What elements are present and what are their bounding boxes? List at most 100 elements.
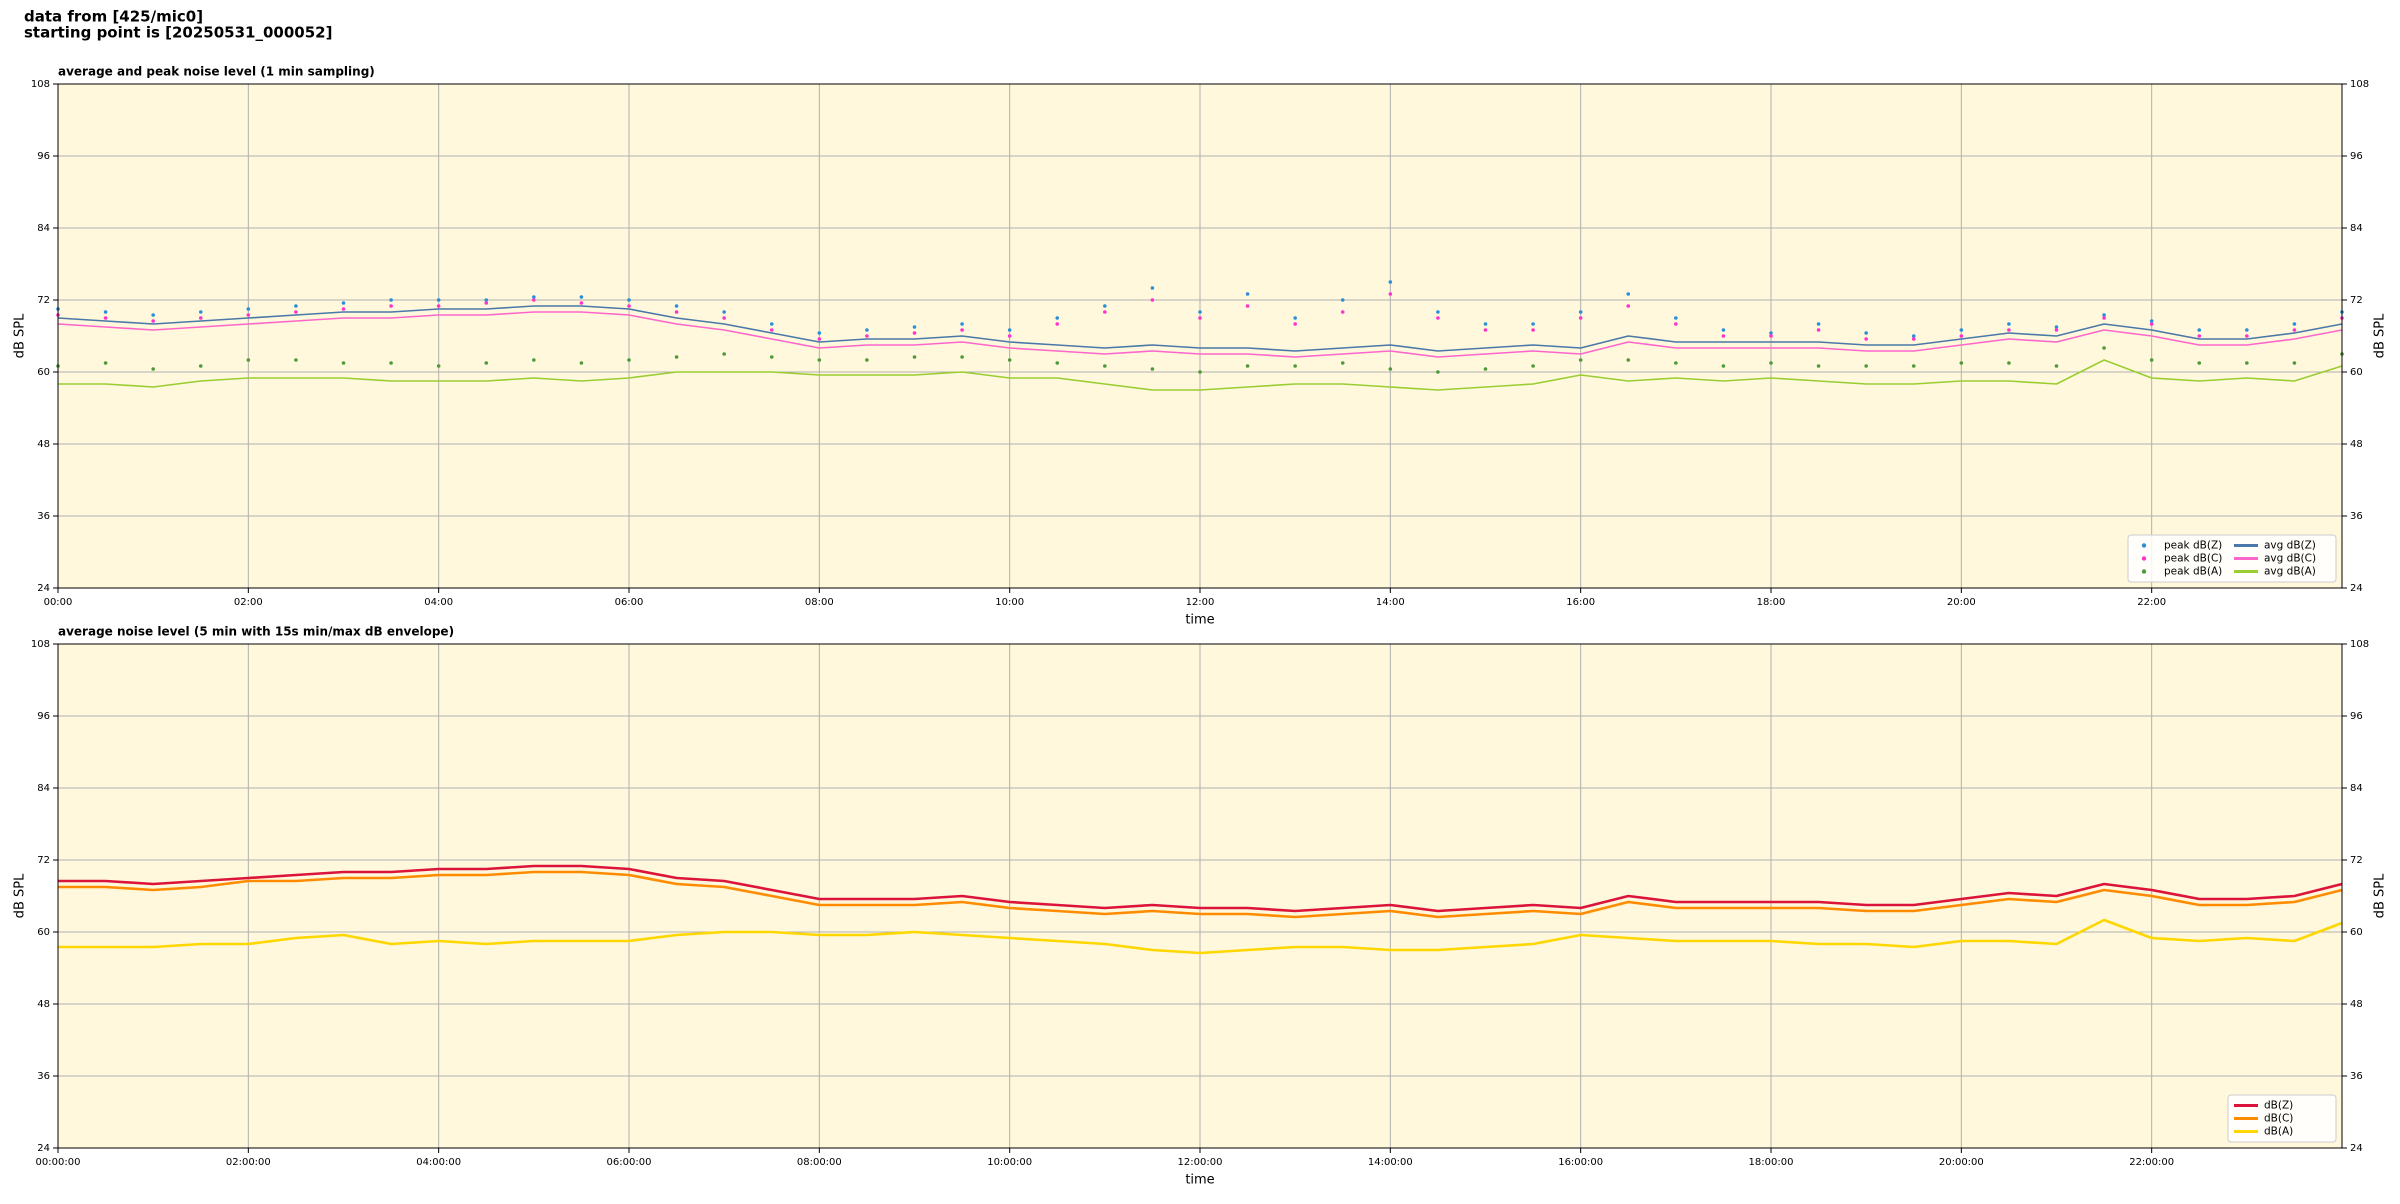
legend-marker	[2141, 556, 2147, 561]
legend-label: dB(A)	[2264, 1126, 2293, 1138]
peak-point	[1245, 364, 1250, 368]
y2-tick-label: 96	[2350, 711, 2363, 722]
peak-point	[151, 313, 155, 317]
peak-point	[960, 355, 964, 359]
peak-point	[1769, 361, 1773, 365]
x-tick-label: 12:00	[1186, 597, 1215, 608]
peak-point	[722, 310, 726, 314]
peak-point	[2245, 361, 2249, 365]
peak-point	[389, 298, 393, 302]
peak-point	[2149, 319, 2154, 323]
peak-point	[1388, 292, 1393, 296]
peak-point	[627, 298, 631, 302]
x-tick-label: 04:00:00	[416, 1157, 461, 1168]
peak-point	[817, 337, 822, 341]
peak-point	[294, 358, 298, 362]
peak-point	[1055, 361, 1060, 365]
x-tick-label: 10:00	[995, 597, 1024, 608]
y2-tick-label: 24	[2350, 583, 2363, 594]
peak-point	[912, 355, 917, 359]
peak-point	[436, 304, 441, 308]
peak-point	[1055, 322, 1060, 326]
peak-point	[2054, 364, 2059, 368]
series-line	[58, 918, 2343, 955]
peak-point	[246, 313, 251, 317]
y2-tick-label: 60	[2350, 927, 2363, 938]
plot-title: average and peak noise level (1 min samp…	[58, 65, 375, 79]
peak-point	[198, 364, 203, 368]
peak-point	[103, 310, 108, 314]
x-tick-label: 14:00	[1376, 597, 1405, 608]
y2-tick-label: 24	[2350, 1143, 2363, 1154]
y-tick-label: 72	[37, 855, 50, 866]
y-tick-label: 72	[37, 295, 50, 306]
peak-point	[1959, 361, 1964, 365]
y2-axis-label: dB SPL	[2373, 313, 2388, 358]
x-tick-label: 04:00	[424, 597, 453, 608]
peak-point	[1721, 328, 1726, 332]
peak-point	[1293, 316, 1297, 320]
series-line	[58, 864, 2343, 913]
y2-tick-label: 72	[2350, 855, 2363, 866]
peak-point	[1911, 337, 1916, 341]
peak-point	[1959, 334, 1964, 338]
peak-point	[817, 331, 822, 335]
plot-title: average noise level (5 min with 15s min/…	[58, 625, 454, 639]
peak-point	[1007, 358, 1012, 362]
peak-point	[627, 304, 631, 308]
peak-point	[1007, 328, 1012, 332]
peak-point	[579, 361, 584, 365]
y-tick-label: 84	[37, 783, 50, 794]
peak-point	[769, 355, 774, 359]
peak-point	[2102, 316, 2106, 320]
y-tick-label: 36	[37, 511, 50, 522]
peak-point	[484, 361, 489, 365]
peak-point	[2007, 361, 2011, 365]
plot-frame	[57, 643, 2343, 1149]
peak-point	[2102, 346, 2106, 350]
peak-point	[1674, 322, 1678, 326]
peak-point	[1150, 298, 1155, 302]
x-tick-label: 06:00	[615, 597, 644, 608]
peak-point	[2292, 322, 2297, 326]
x-tick-label: 14:00:00	[1368, 1157, 1413, 1168]
y-tick-label: 108	[31, 79, 50, 90]
x-tick-label: 00:00	[44, 597, 73, 608]
y2-axis-label: dB SPL	[2373, 873, 2388, 918]
x-tick-label: 22:00:00	[2129, 1157, 2174, 1168]
peak-point	[1721, 364, 1726, 368]
legend-label: peak dB(Z)	[2164, 540, 2222, 552]
peak-point	[579, 295, 584, 299]
legend-box	[2127, 534, 2337, 583]
peak-point	[912, 331, 917, 335]
legend-label: avg dB(C)	[2264, 553, 2316, 565]
y-tick-label: 96	[37, 711, 50, 722]
peak-point	[722, 316, 726, 320]
peak-point	[2197, 334, 2202, 338]
y-tick-label: 60	[37, 927, 50, 938]
y2-tick-label: 36	[2350, 1071, 2363, 1082]
x-tick-label: 20:00	[1947, 597, 1976, 608]
x-tick-label: 02:00:00	[226, 1157, 271, 1168]
x-tick-label: 12:00:00	[1178, 1157, 1223, 1168]
peak-point	[1911, 334, 1916, 338]
peak-point	[1626, 358, 1631, 362]
peak-point	[1578, 316, 1583, 320]
peak-point	[1198, 310, 1202, 314]
peak-point	[674, 304, 679, 308]
legend-marker	[2141, 569, 2147, 574]
peak-point	[960, 322, 964, 326]
y-tick-label: 60	[37, 367, 50, 378]
y2-tick-label: 72	[2350, 295, 2363, 306]
peak-point	[1721, 334, 1726, 338]
peak-point	[484, 301, 489, 305]
peak-point	[2054, 328, 2059, 332]
peak-point	[532, 358, 536, 362]
peak-point	[1436, 370, 1440, 374]
peak-point	[1816, 364, 1821, 368]
peak-point	[579, 301, 584, 305]
legend-label: avg dB(A)	[2264, 566, 2316, 578]
peak-point	[341, 307, 346, 311]
